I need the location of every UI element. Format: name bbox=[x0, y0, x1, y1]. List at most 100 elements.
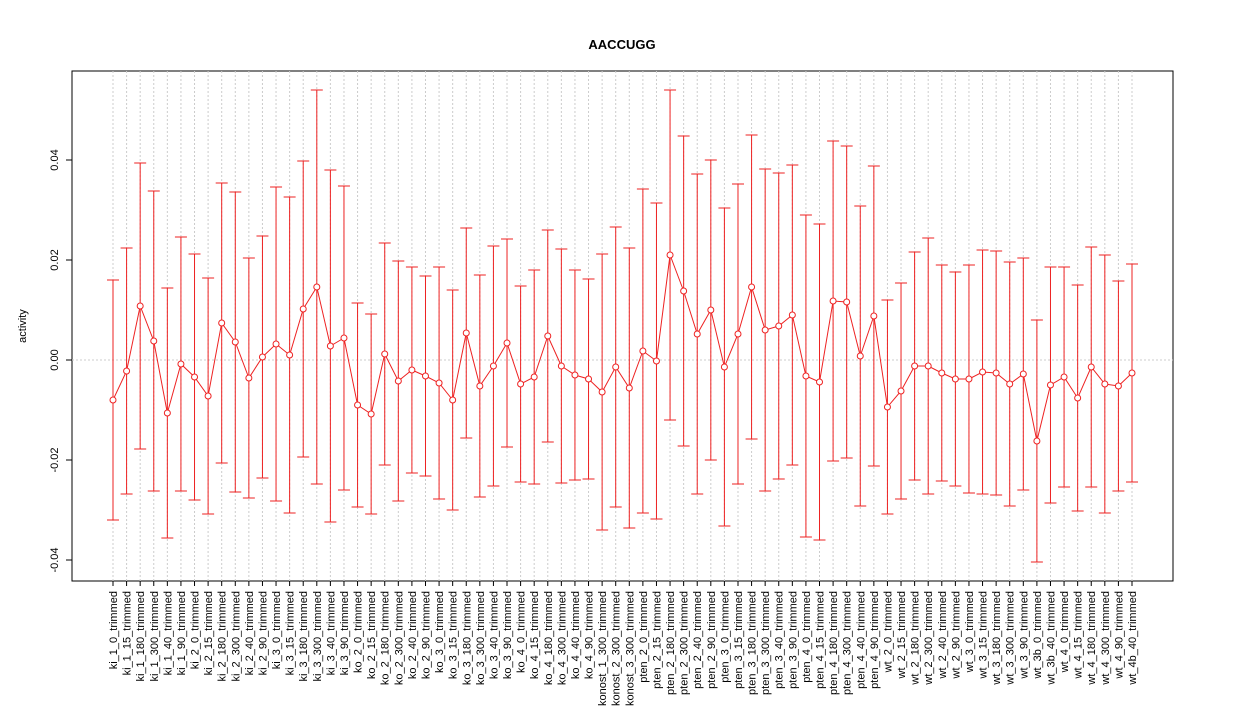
point bbox=[707, 306, 715, 314]
point bbox=[1033, 437, 1041, 445]
point bbox=[435, 379, 443, 387]
point bbox=[788, 311, 796, 319]
x-tick-label: konost_1_300_trimmed bbox=[597, 591, 609, 706]
x-tick-label: wt_3_15_trimmed bbox=[978, 591, 990, 679]
point bbox=[720, 363, 728, 371]
x-tick-label: ko_2_180_trimmed bbox=[380, 591, 392, 685]
point bbox=[313, 283, 321, 291]
x-tick-label: ki_2_0_trimmed bbox=[190, 591, 202, 669]
plot-frame bbox=[71, 70, 1174, 582]
point bbox=[449, 396, 457, 404]
point bbox=[326, 342, 334, 350]
x-tick-label: ki_3_90_trimmed bbox=[339, 591, 351, 675]
x-tick-label: pten_2_300_trimmed bbox=[679, 591, 691, 695]
x-tick-label: ko_4_40_trimmed bbox=[570, 591, 582, 679]
x-tick-label: wt_4_180_trimmed bbox=[1086, 591, 1098, 686]
x-tick-label: pten_3_0_trimmed bbox=[719, 591, 731, 683]
line bbox=[112, 254, 1133, 442]
x-tick-label: ki_1_180_trimmed bbox=[135, 591, 147, 682]
point bbox=[354, 401, 362, 409]
point bbox=[1006, 380, 1014, 388]
x-tick-label: ko_3_15_trimmed bbox=[448, 591, 460, 679]
x-tick-label: wt_4b_40_trimmed bbox=[1127, 591, 1139, 686]
point bbox=[258, 353, 266, 361]
x-tick-label: pten_3_300_trimmed bbox=[760, 591, 772, 695]
x-tick-label: wt_4_0_trimmed bbox=[1059, 591, 1071, 673]
point bbox=[191, 373, 199, 381]
point bbox=[408, 366, 416, 374]
x-tick-label: ki_1_300_trimmed bbox=[149, 591, 161, 682]
x-tick-label: ko_4_90_trimmed bbox=[584, 591, 596, 679]
point bbox=[598, 388, 606, 396]
point bbox=[979, 368, 987, 376]
point bbox=[476, 382, 484, 390]
point bbox=[150, 337, 158, 345]
point bbox=[951, 375, 959, 383]
x-tick-label: ki_2_300_trimmed bbox=[230, 591, 242, 682]
point bbox=[693, 330, 701, 338]
x-tick-label: ki_3_15_trimmed bbox=[285, 591, 297, 675]
x-tick-label: wt_3_0_trimmed bbox=[964, 591, 976, 673]
x-tick-label: wt_3_90_trimmed bbox=[1018, 591, 1030, 679]
x-tick-label: pten_3_40_trimmed bbox=[774, 591, 786, 689]
x-tick-label: pten_4_300_trimmed bbox=[842, 591, 854, 695]
point bbox=[1074, 394, 1082, 402]
point bbox=[245, 374, 253, 382]
x-tick-label: ko_4_15_trimmed bbox=[529, 591, 541, 679]
point bbox=[612, 363, 620, 371]
x-tick-label: ko_3_180_trimmed bbox=[461, 591, 473, 685]
y-axis-label: activity bbox=[17, 309, 29, 343]
point bbox=[639, 347, 647, 355]
y-tick-label: -0.02 bbox=[49, 447, 61, 472]
point bbox=[177, 360, 185, 368]
x-tick-label: wt_2_90_trimmed bbox=[950, 591, 962, 679]
point bbox=[136, 302, 144, 310]
x-tick-label: ki_1_90_trimmed bbox=[176, 591, 188, 675]
point bbox=[843, 298, 851, 306]
point bbox=[272, 340, 280, 348]
point bbox=[666, 251, 674, 259]
point bbox=[734, 330, 742, 338]
point bbox=[1101, 380, 1109, 388]
x-tick-label: ki_2_40_trimmed bbox=[244, 591, 256, 675]
point bbox=[204, 392, 212, 400]
point bbox=[1046, 381, 1054, 389]
x-tick-label: ki_2_15_trimmed bbox=[203, 591, 215, 675]
x-tick-label: pten_2_180_trimmed bbox=[665, 591, 677, 695]
point bbox=[1087, 363, 1095, 371]
x-tick-label: ki_1_15_trimmed bbox=[122, 591, 134, 675]
x-tick-label: wt_4_15_trimmed bbox=[1073, 591, 1085, 679]
point bbox=[1060, 373, 1068, 381]
point bbox=[856, 352, 864, 360]
x-tick-label: pten_4_90_trimmed bbox=[869, 591, 881, 689]
point bbox=[218, 319, 226, 327]
point bbox=[517, 380, 525, 388]
x-tick-label: pten_3_180_trimmed bbox=[747, 591, 759, 695]
point bbox=[299, 305, 307, 313]
point bbox=[938, 369, 946, 377]
point bbox=[911, 362, 919, 370]
x-tick-label: pten_2_90_trimmed bbox=[706, 591, 718, 689]
point bbox=[802, 372, 810, 380]
point bbox=[897, 387, 905, 395]
point bbox=[571, 371, 579, 379]
x-tick-label: wt_3_180_trimmed bbox=[991, 591, 1003, 686]
x-tick-label: ki_3_0_trimmed bbox=[271, 591, 283, 669]
x-tick-label: ko_2_300_trimmed bbox=[393, 591, 405, 685]
x-tick-label: ki_1_40_trimmed bbox=[162, 591, 174, 675]
x-tick-label: konost_2_300_trimmed bbox=[611, 591, 623, 706]
point bbox=[775, 322, 783, 330]
x-tick-label: ko_2_15_trimmed bbox=[366, 591, 378, 679]
point bbox=[394, 377, 402, 385]
y-tick-label: 0.04 bbox=[49, 149, 61, 170]
point bbox=[870, 312, 878, 320]
x-tick-label: wt_2_0_trimmed bbox=[882, 591, 894, 673]
point bbox=[503, 339, 511, 347]
y-tick-label: 0.02 bbox=[49, 249, 61, 270]
point bbox=[340, 334, 348, 342]
point bbox=[1114, 382, 1122, 390]
point bbox=[109, 396, 117, 404]
point bbox=[924, 362, 932, 370]
point bbox=[761, 326, 769, 334]
